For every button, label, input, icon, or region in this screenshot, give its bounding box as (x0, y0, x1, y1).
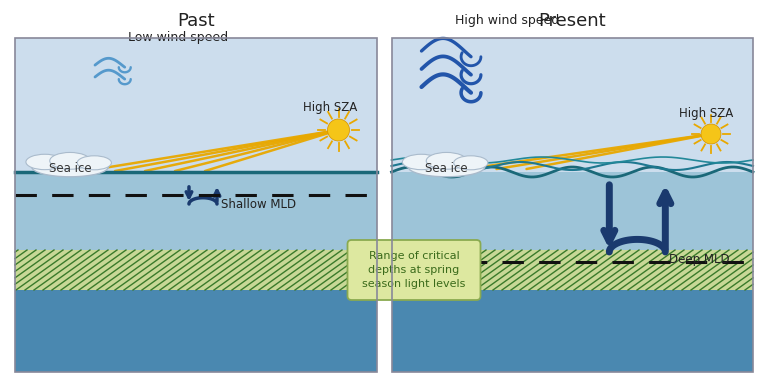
Text: Low wind speed: Low wind speed (127, 31, 228, 44)
FancyBboxPatch shape (347, 240, 481, 300)
Ellipse shape (78, 156, 111, 170)
Bar (15, 38, 376, 372)
Ellipse shape (402, 154, 440, 170)
Ellipse shape (26, 154, 64, 170)
Circle shape (701, 124, 721, 144)
Bar (15, 250, 376, 290)
Text: Range of critical
depths at spring
season light levels: Range of critical depths at spring seaso… (362, 251, 465, 289)
Ellipse shape (426, 152, 467, 169)
Bar (392, 38, 753, 172)
Bar (15, 172, 376, 250)
Ellipse shape (50, 152, 91, 169)
Bar (15, 290, 376, 372)
Text: Shallow MLD: Shallow MLD (221, 197, 296, 211)
Text: Deep MLD: Deep MLD (670, 254, 730, 266)
Bar (392, 38, 753, 372)
Ellipse shape (409, 157, 485, 177)
Text: Past: Past (177, 12, 214, 30)
Bar (15, 250, 753, 290)
Bar (392, 172, 753, 250)
Text: High SZA: High SZA (679, 107, 733, 120)
Text: Sea ice: Sea ice (425, 163, 468, 176)
Text: High wind speed: High wind speed (455, 14, 559, 27)
Text: Present: Present (538, 12, 606, 30)
Circle shape (327, 119, 349, 141)
Bar (15, 38, 376, 172)
Ellipse shape (31, 157, 108, 177)
Text: Sea ice: Sea ice (48, 163, 91, 176)
Bar (392, 250, 753, 290)
Text: High SZA: High SZA (303, 101, 358, 114)
Ellipse shape (454, 156, 488, 170)
Bar (392, 290, 753, 372)
